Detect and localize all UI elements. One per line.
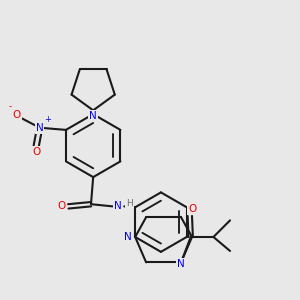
Text: O: O [13, 110, 21, 120]
Text: +: + [44, 115, 51, 124]
Text: O: O [58, 201, 66, 212]
Text: -: - [8, 102, 12, 111]
Text: N: N [114, 201, 122, 212]
Text: H: H [126, 199, 133, 208]
Text: N: N [177, 259, 185, 269]
Text: N: N [36, 123, 43, 133]
Text: N: N [124, 232, 132, 242]
Text: N: N [89, 111, 97, 121]
Text: O: O [188, 204, 196, 214]
Text: O: O [32, 147, 40, 157]
